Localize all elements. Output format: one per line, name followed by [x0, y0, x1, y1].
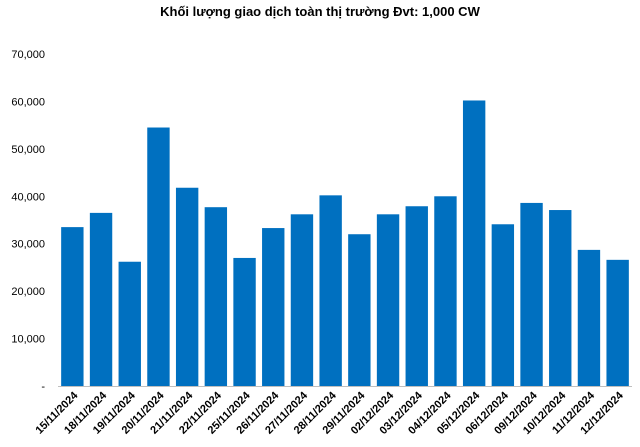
- bar: [147, 127, 170, 386]
- y-tick-label: -: [41, 381, 45, 393]
- bar: [89, 212, 113, 386]
- y-tick-label: 70,000: [11, 49, 45, 61]
- bar: [376, 214, 400, 386]
- bar: [118, 261, 141, 386]
- y-tick-label: 60,000: [11, 96, 45, 108]
- bar: [262, 228, 285, 386]
- chart-title: Khối lượng giao dịch toàn thị trường Đvt…: [160, 4, 480, 19]
- bars: [61, 100, 629, 386]
- bar: [348, 234, 371, 386]
- bar: [549, 210, 572, 386]
- bar: [462, 100, 486, 386]
- y-tick-label: 10,000: [11, 334, 45, 346]
- bar: [520, 202, 543, 386]
- bar: [491, 224, 515, 386]
- x-axis: 15/11/202418/11/202419/11/202420/11/2024…: [33, 389, 626, 437]
- bar: [577, 249, 601, 386]
- bar: [319, 195, 342, 386]
- bar: [204, 207, 228, 386]
- bar: [606, 259, 629, 386]
- y-tick-label: 40,000: [11, 191, 45, 203]
- bar: [61, 227, 84, 386]
- y-tick-label: 20,000: [11, 286, 45, 298]
- y-axis: - 10,000 20,000 30,000 40,000 50,000 60,000 70,…: [11, 49, 45, 393]
- bar: [233, 257, 256, 386]
- bar: [405, 206, 428, 386]
- y-tick-label: 50,000: [11, 144, 45, 156]
- y-tick-label: 30,000: [11, 239, 45, 251]
- bar: [434, 196, 457, 386]
- bar: [175, 187, 199, 386]
- bar: [290, 214, 314, 386]
